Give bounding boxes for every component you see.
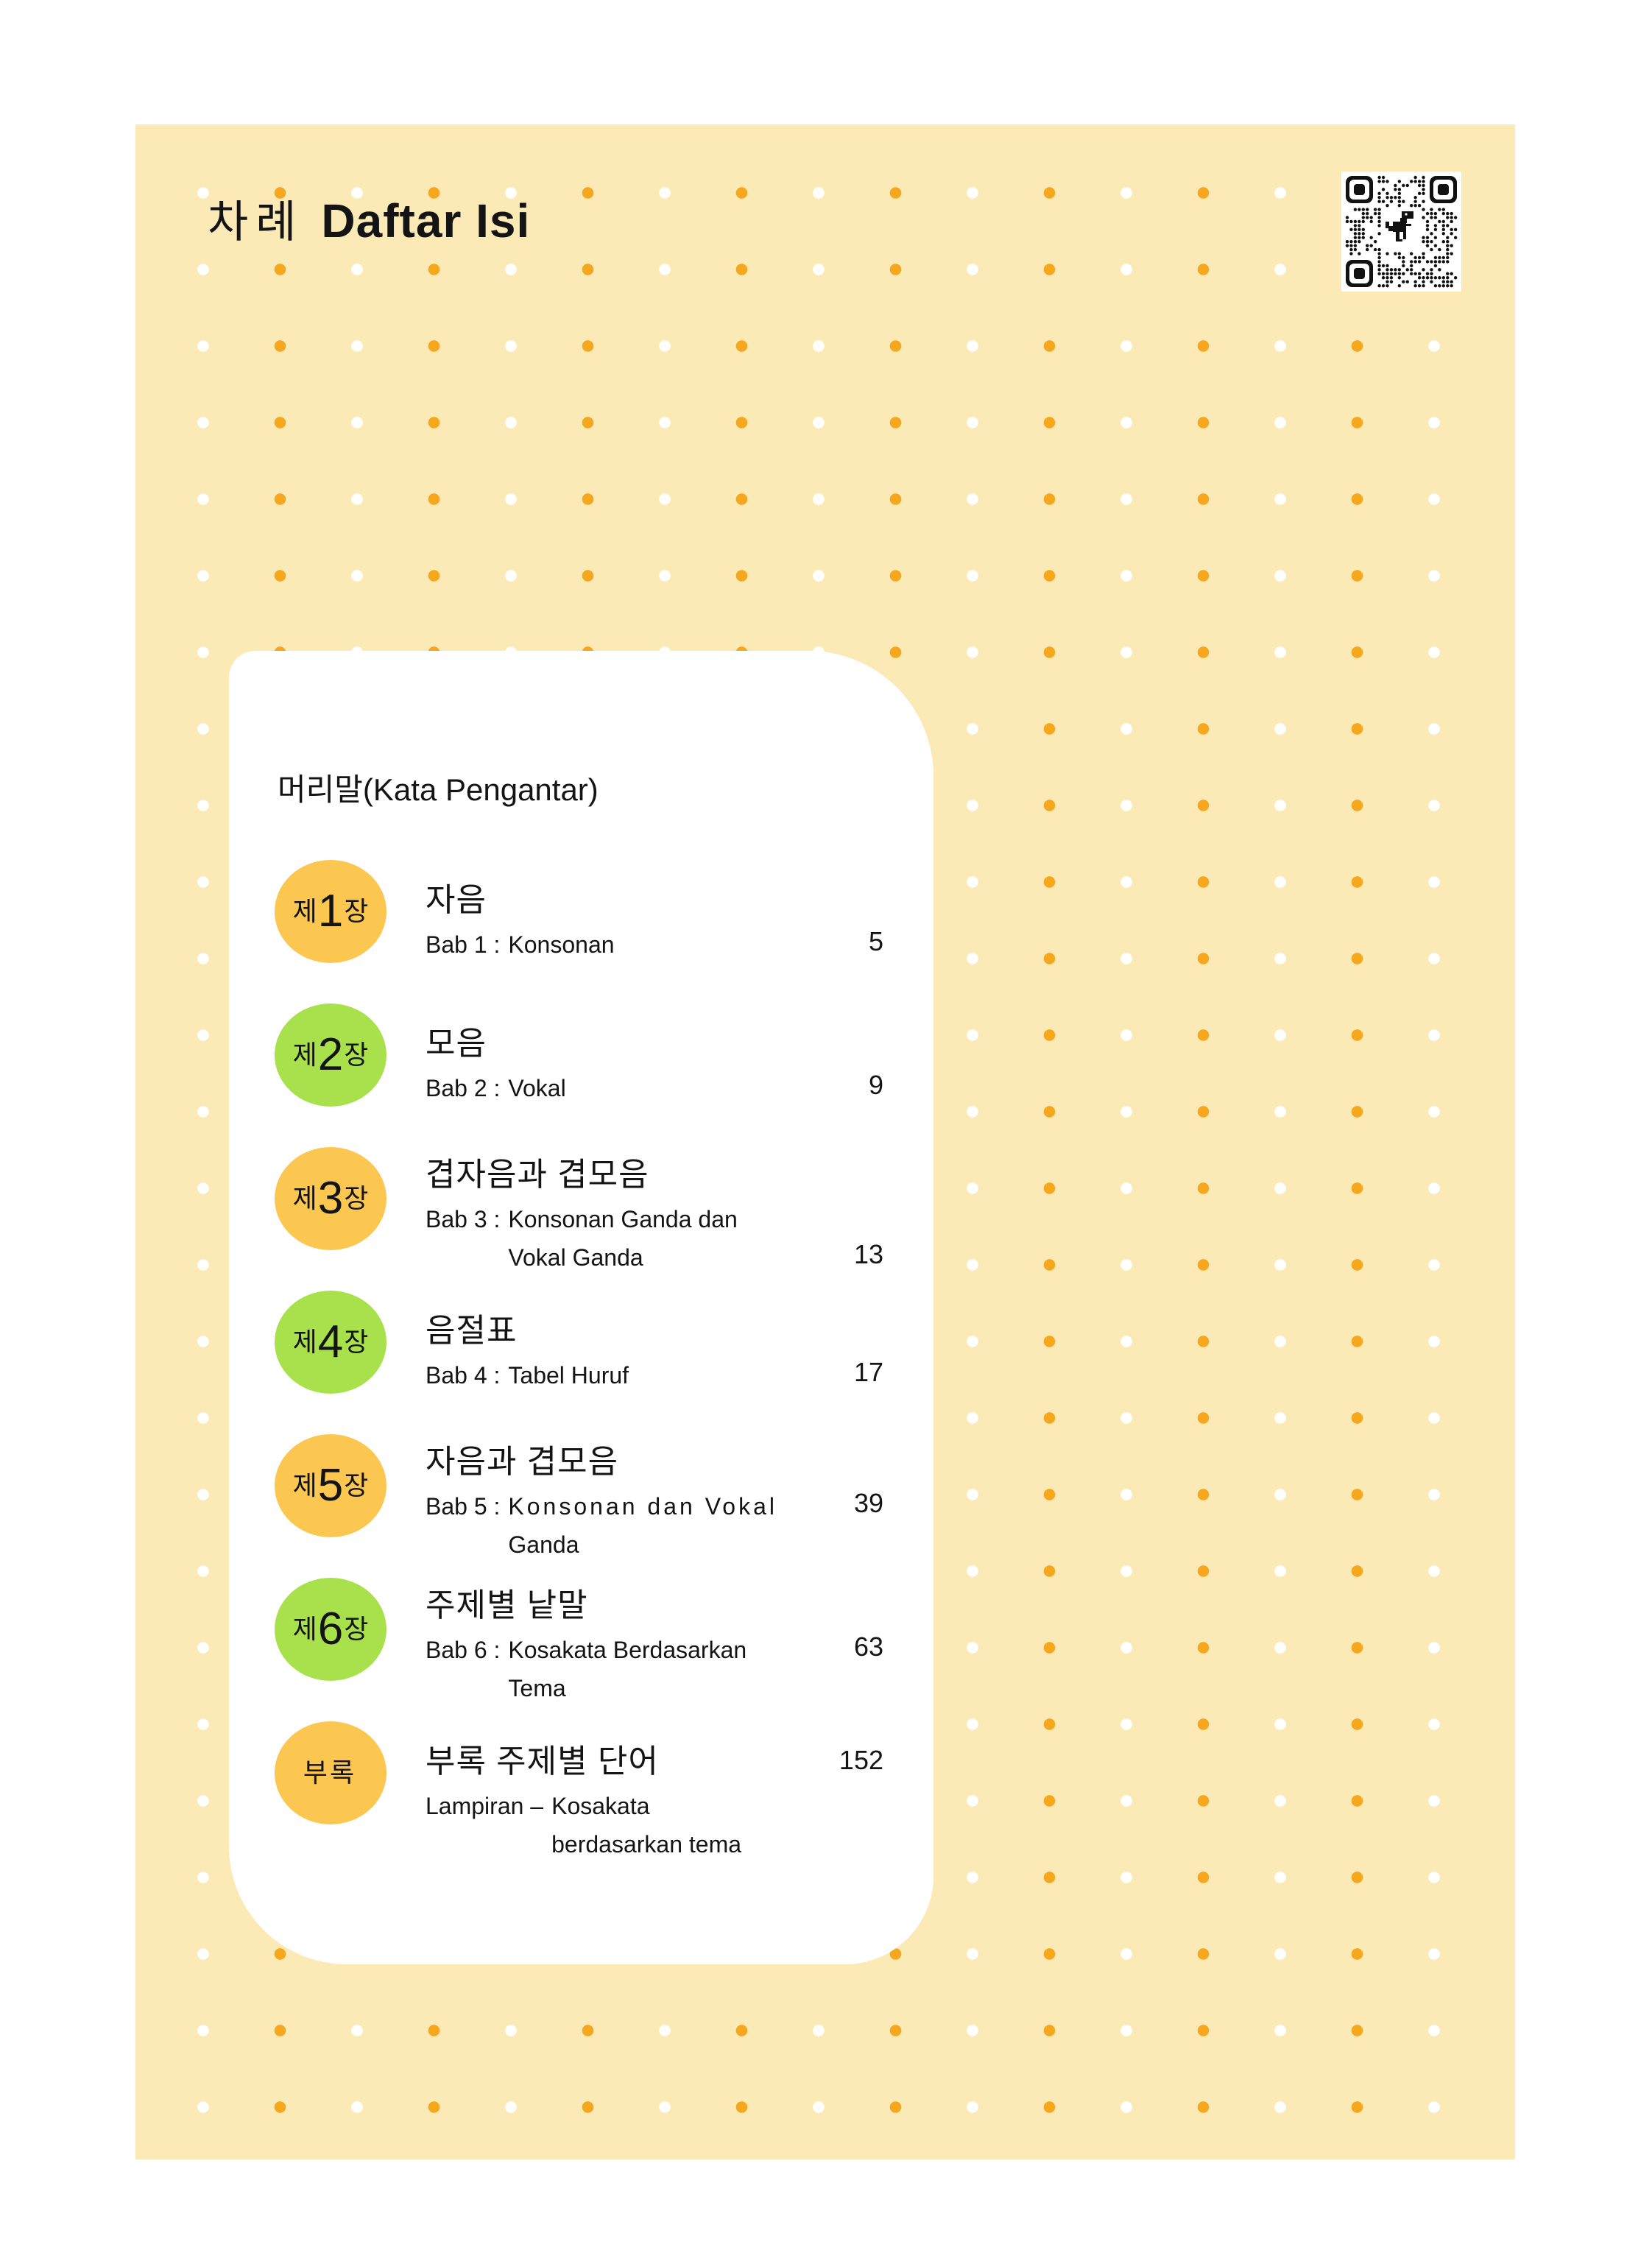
page-number: 5 xyxy=(868,926,883,956)
badge-number: 5 xyxy=(317,1460,344,1511)
badge-number: 3 xyxy=(317,1173,344,1224)
chapter-title: 자음 xyxy=(426,882,487,918)
chapter-subtitle: Bab 5 : Konsonan dan Vokal Ganda xyxy=(426,1487,777,1564)
toc-entry-appendix: 부록 부록 주제별 단어 Lampiran – Kosakata berdasa… xyxy=(275,1721,883,1865)
chapter-subtitle: Bab 2 : Vokal xyxy=(426,1069,566,1107)
chapter-title: 음절표 xyxy=(426,1313,518,1349)
subtitle-line1: Konsonan xyxy=(508,931,615,958)
subtitle-lines: Konsonan Ganda dan Vokal Ganda xyxy=(508,1200,737,1277)
subtitle-lines: Konsonan xyxy=(508,925,614,964)
subtitle-line2: Ganda xyxy=(508,1531,579,1558)
subtitle-line1: Konsonan Ganda dan xyxy=(508,1206,738,1232)
subtitle-prefix: Bab 1 : xyxy=(426,931,501,958)
page-title: 차례 Daftar Isi xyxy=(208,197,530,244)
subtitle-lines: Kosakata berdasarkan tema xyxy=(551,1787,741,1863)
subtitle-line1: Vokal xyxy=(508,1075,566,1101)
page-number: 152 xyxy=(839,1745,883,1775)
badge-suffix: 장 xyxy=(344,1470,369,1500)
subtitle-prefix: Bab 4 : xyxy=(426,1362,501,1389)
subtitle-prefix: Bab 3 : xyxy=(426,1206,501,1232)
page-number: 9 xyxy=(868,1070,883,1100)
appendix-badge: 부록 xyxy=(275,1721,386,1824)
qr-code-icon xyxy=(1341,172,1461,292)
badge-suffix: 장 xyxy=(344,1183,369,1213)
subtitle-prefix: Bab 6 : xyxy=(426,1637,501,1663)
subtitle-line2: berdasarkan tema xyxy=(551,1831,742,1858)
page-title-indonesian: Daftar Isi xyxy=(321,194,531,247)
chapter-subtitle: Bab 4 : Tabel Huruf xyxy=(426,1356,629,1394)
subtitle-line1: Kosakata Berdasarkan xyxy=(508,1637,747,1663)
subtitle-line2: Tema xyxy=(508,1675,566,1701)
qr-code-graphic xyxy=(1341,172,1461,292)
chapter-subtitle: Bab 6 : Kosakata Berdasarkan Tema xyxy=(426,1631,746,1707)
page-number: 17 xyxy=(853,1357,883,1387)
badge-prefix: 제 xyxy=(292,1470,317,1500)
chapter-title: 부록 주제별 단어 xyxy=(426,1743,659,1779)
badge-number: 2 xyxy=(317,1029,344,1080)
badge-number: 1 xyxy=(317,886,344,937)
badge-prefix: 제 xyxy=(292,1614,317,1644)
subtitle-line2: Vokal Ganda xyxy=(508,1244,643,1271)
badge-suffix: 장 xyxy=(344,1040,369,1070)
subtitle-lines: Kosakata Berdasarkan Tema xyxy=(508,1631,746,1707)
chapter-title: 자음과 겹모음 xyxy=(426,1444,619,1480)
page-title-korean: 차례 xyxy=(208,197,304,247)
badge-prefix: 부록 xyxy=(303,1757,357,1788)
badge-prefix: 제 xyxy=(292,896,317,926)
page-number: 13 xyxy=(853,1239,883,1269)
preface-heading: 머리말(Kata Pengantar) xyxy=(278,772,599,807)
badge-prefix: 제 xyxy=(292,1327,317,1357)
chapter-subtitle: Lampiran – Kosakata berdasarkan tema xyxy=(426,1787,741,1863)
chapter-title: 겹자음과 겹모음 xyxy=(426,1157,649,1193)
badge-suffix: 장 xyxy=(344,896,369,926)
subtitle-lines: Tabel Huruf xyxy=(508,1356,629,1394)
subtitle-prefix: Bab 5 : xyxy=(426,1493,501,1520)
chapter-title: 모음 xyxy=(426,1026,487,1062)
page-number: 63 xyxy=(853,1632,883,1662)
subtitle-line1: Konsonan dan Vokal xyxy=(508,1493,777,1520)
subtitle-lines: Vokal xyxy=(508,1069,565,1107)
subtitle-prefix: Lampiran – xyxy=(426,1793,544,1819)
subtitle-prefix: Bab 2 : xyxy=(426,1075,501,1101)
subtitle-lines: Konsonan dan Vokal Ganda xyxy=(508,1487,777,1564)
badge-suffix: 장 xyxy=(344,1327,369,1357)
badge-prefix: 제 xyxy=(292,1183,317,1213)
chapter-subtitle: Bab 3 : Konsonan Ganda dan Vokal Ganda xyxy=(426,1200,738,1277)
subtitle-line1: Tabel Huruf xyxy=(508,1362,629,1389)
badge-number: 6 xyxy=(317,1604,344,1654)
badge-suffix: 장 xyxy=(344,1614,369,1644)
badge-number: 4 xyxy=(317,1316,344,1367)
badge-prefix: 제 xyxy=(292,1040,317,1070)
page-number: 39 xyxy=(853,1488,883,1518)
subtitle-line1: Kosakata xyxy=(551,1793,650,1819)
chapter-subtitle: Bab 1 : Konsonan xyxy=(426,925,615,964)
chapter-title: 주제별 낱말 xyxy=(426,1587,588,1623)
